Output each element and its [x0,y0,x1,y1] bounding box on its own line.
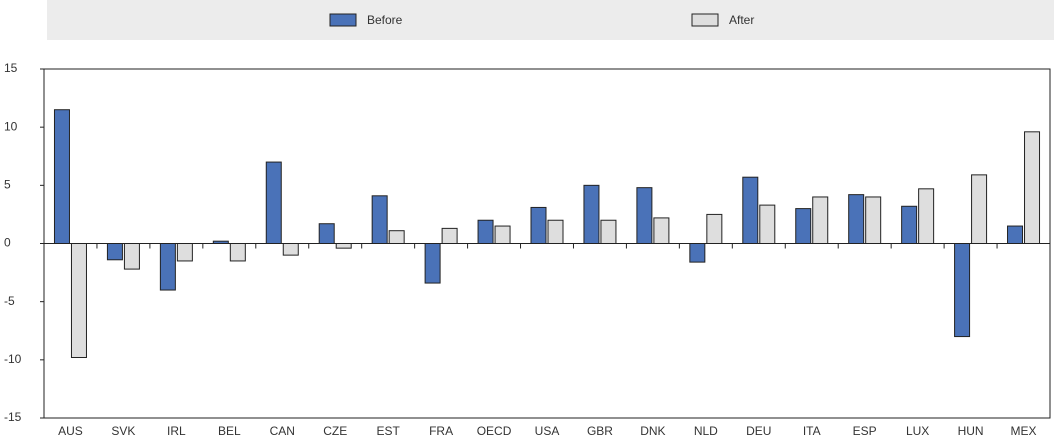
x-tick-label: DEU [746,424,771,438]
bar [441,227,458,244]
x-tick-label: AUS [58,424,83,438]
x-tick-label: OECD [477,424,512,438]
y-tick-label: 15 [4,61,18,75]
bar [865,196,882,244]
bar [106,243,123,261]
x-tick-label: EST [376,424,400,438]
x-tick-label: DNK [640,424,665,438]
bar [636,187,653,245]
bar [759,204,776,244]
x-tick-label: CZE [323,424,347,438]
bar [954,243,971,338]
bar [335,243,352,249]
y-tick-label: 0 [4,236,11,250]
bar [653,217,670,244]
bar [282,243,299,256]
bar [971,174,988,244]
bar [689,243,706,263]
bar [176,243,193,262]
bar [494,225,511,245]
x-tick-label: IRL [167,424,186,438]
bar [477,219,494,245]
bar [212,240,229,245]
bar [848,194,865,244]
legend-swatch [691,13,719,27]
y-tick-label: -5 [4,294,15,308]
x-tick-label: LUX [906,424,929,438]
x-tick-label: FRA [429,424,453,438]
y-tick-label: -10 [4,352,22,366]
bar [70,243,87,359]
x-tick-label: CAN [270,424,295,438]
bar [600,219,617,245]
x-tick-label: NLD [694,424,718,438]
legend-label: After [729,13,754,27]
legend-label: Before [367,13,403,27]
legend-background [47,0,1054,40]
bar [388,230,405,245]
bar [530,206,547,244]
bar [1024,131,1041,245]
x-tick-label: ESP [853,424,877,438]
x-tick-label: ITA [803,424,821,438]
bar [318,223,335,244]
x-tick-label: SVK [111,424,135,438]
bar [424,243,441,284]
bar [159,243,176,291]
x-tick-label: BEL [218,424,241,438]
bar [583,184,600,244]
legend-swatch [329,13,357,27]
bar [918,188,935,244]
bar [795,208,812,245]
bar [229,243,246,262]
bar [706,213,723,245]
y-tick-label: 10 [4,119,18,133]
bar [123,243,140,270]
x-tick-label: HUN [958,424,984,438]
bar [812,196,829,244]
y-tick-label: 5 [4,178,11,192]
bar [901,205,918,244]
bar [53,109,70,245]
y-tick-label: -15 [4,410,22,424]
bar [371,195,388,244]
bar [265,161,282,244]
bar [547,219,564,245]
x-tick-label: MEX [1011,424,1037,438]
x-tick-label: GBR [587,424,613,438]
bar [742,176,759,244]
bar [1007,225,1024,245]
x-tick-label: USA [535,424,560,438]
